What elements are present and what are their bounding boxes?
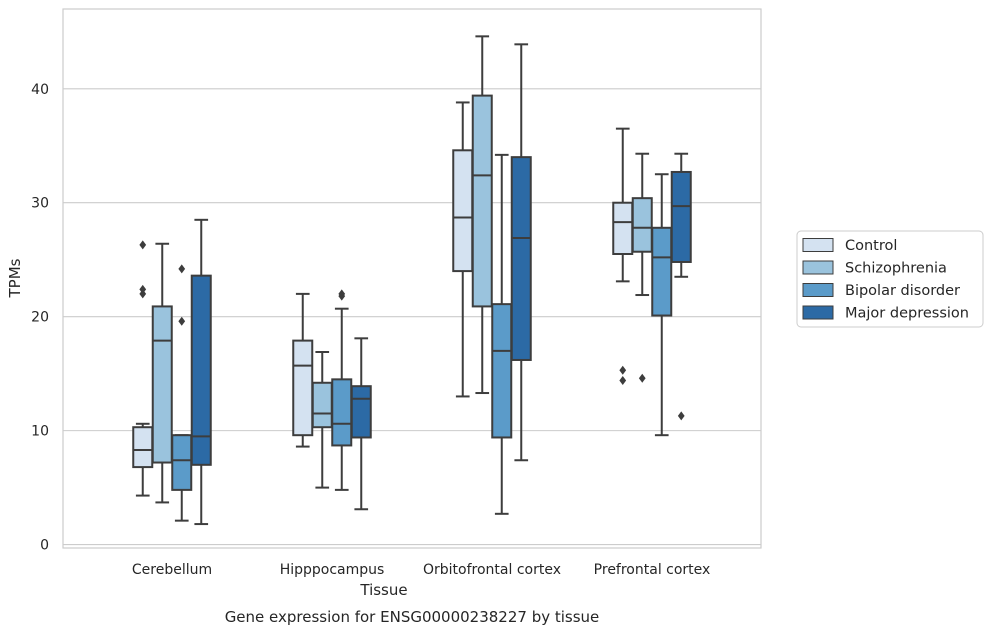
y-tick-label: 40	[31, 82, 49, 98]
legend-swatch	[802, 283, 834, 297]
box-iqr	[190, 274, 212, 466]
y-tick-label: 10	[31, 424, 49, 440]
outlier-point	[338, 289, 346, 299]
box	[311, 351, 333, 489]
chart-caption: Gene expression for ENSG00000238227 by t…	[225, 608, 600, 626]
box-iqr	[292, 339, 314, 437]
outlier-point	[139, 284, 147, 294]
box-iqr	[132, 426, 154, 469]
legend-label: Major depression	[845, 306, 969, 322]
outlier-point	[139, 240, 147, 250]
box	[452, 101, 474, 398]
legend-frame	[796, 230, 984, 328]
box	[132, 240, 154, 497]
outlier-point	[619, 365, 627, 375]
box-iqr	[350, 385, 372, 439]
outlier-point	[139, 289, 147, 299]
box	[151, 242, 173, 504]
box	[471, 35, 493, 395]
x-tick-label: Hipppocampus	[280, 562, 385, 578]
box-iqr	[510, 156, 532, 361]
outlier-point	[178, 264, 186, 274]
legend-label: Control	[845, 238, 897, 254]
box-iqr	[651, 226, 673, 317]
box-iqr	[471, 94, 493, 308]
y-tick-label: 30	[31, 196, 49, 212]
box-iqr	[631, 197, 653, 253]
box	[171, 264, 193, 522]
outlier-point	[178, 316, 186, 326]
box	[670, 152, 692, 421]
box	[491, 153, 513, 515]
y-tick-label: 0	[40, 538, 49, 554]
x-tick-label: Orbitofrontal cortex	[423, 562, 561, 578]
x-tick-label: Cerebellum	[132, 562, 212, 578]
box	[631, 152, 653, 383]
box-iqr	[151, 305, 173, 464]
legend-swatch	[802, 238, 834, 252]
box	[651, 173, 673, 437]
box	[331, 289, 353, 491]
outlier-point	[677, 411, 685, 421]
legend: Control Schizophrenia Bipolar disorder Majo…	[796, 230, 984, 328]
outlier-point	[619, 375, 627, 385]
legend-items: Control Schizophrenia Bipolar disorder Majo…	[802, 238, 969, 322]
box-iqr	[612, 201, 634, 255]
y-tick-labels: 0 10 20 30 40	[31, 82, 49, 554]
legend-swatch	[802, 260, 834, 275]
x-tick-label: Prefrontal cortex	[594, 562, 711, 578]
box	[350, 337, 372, 511]
box-iqr	[491, 303, 513, 439]
y-tick-label: 20	[31, 310, 49, 326]
box	[190, 218, 212, 526]
box-iqr	[452, 149, 474, 273]
plot-area-frame	[62, 8, 762, 549]
box-iqr	[331, 378, 353, 447]
legend-label: Bipolar disorder	[845, 283, 960, 299]
outlier-point	[638, 373, 646, 383]
box-iqr	[171, 434, 193, 491]
y-axis-title: TPMs	[6, 258, 24, 298]
box	[292, 292, 314, 448]
box	[510, 43, 532, 462]
box-groups	[132, 35, 692, 526]
box	[612, 127, 634, 385]
x-tick-labels: Cerebellum Hipppocampus Orbitofrontal cort…	[132, 562, 710, 578]
box-iqr	[311, 381, 333, 429]
legend-swatch	[802, 305, 834, 320]
legend-label: Schizophrenia	[845, 261, 947, 277]
x-axis-title: Tissue	[359, 581, 407, 599]
box-iqr	[670, 170, 692, 263]
